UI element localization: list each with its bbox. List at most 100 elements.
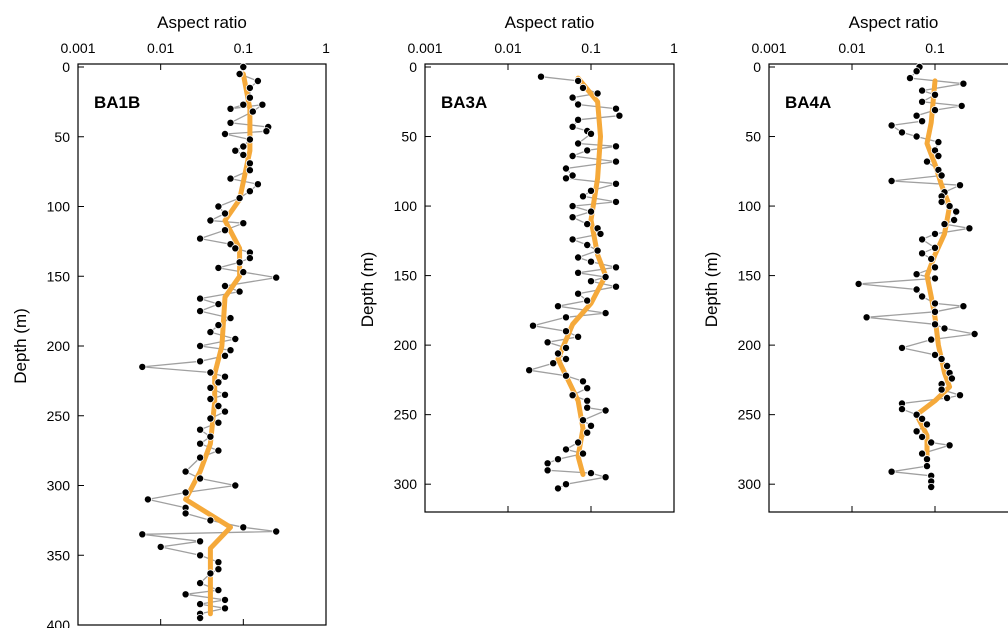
data-point xyxy=(235,194,244,203)
y-tick-label: 50 xyxy=(401,129,417,145)
data-point xyxy=(220,226,229,235)
data-point xyxy=(245,93,254,102)
data-point xyxy=(537,72,546,81)
data-point xyxy=(138,362,147,371)
measured-connector-line xyxy=(142,66,277,618)
data-point xyxy=(927,335,936,344)
panel-label: BA1B xyxy=(94,93,140,112)
x-tick-label: 0.1 xyxy=(581,40,601,56)
data-point xyxy=(912,285,921,294)
data-point xyxy=(568,151,577,160)
data-point xyxy=(235,287,244,296)
data-point xyxy=(612,104,621,113)
data-point xyxy=(612,157,621,166)
panel-ba3a: 0.001 0.01 0.1 1 0 50 100 150 200 250 300 Aspect ra… xyxy=(358,13,678,513)
data-point xyxy=(918,249,927,258)
data-point xyxy=(214,586,223,595)
y-tick-label: 100 xyxy=(738,198,762,214)
data-point xyxy=(562,313,571,322)
data-point xyxy=(574,438,583,447)
data-point xyxy=(912,132,921,141)
data-point xyxy=(574,76,583,85)
plot-frame xyxy=(424,63,675,513)
data-point xyxy=(220,407,229,416)
data-point xyxy=(214,446,223,455)
data-point xyxy=(245,159,254,168)
data-point xyxy=(226,314,235,323)
data-point xyxy=(196,307,205,316)
plot-area xyxy=(854,63,979,491)
data-point xyxy=(931,350,940,359)
data-point xyxy=(937,197,946,206)
data-point xyxy=(947,374,956,383)
data-point xyxy=(231,244,240,253)
x-axis-title: Aspect ratio xyxy=(505,13,595,32)
data-point xyxy=(579,192,588,201)
data-point xyxy=(579,416,588,425)
data-point xyxy=(931,90,940,99)
data-point xyxy=(931,320,940,329)
data-point xyxy=(970,329,979,338)
data-point xyxy=(574,332,583,341)
data-point xyxy=(596,229,605,238)
y-tick-label: 150 xyxy=(394,268,418,284)
data-point xyxy=(245,83,254,92)
data-point xyxy=(601,406,610,415)
data-point xyxy=(554,349,563,358)
data-point xyxy=(945,441,954,450)
smoothed-trend-line xyxy=(183,71,253,617)
panel-ba1b: 0.001 0.01 0.1 1 0 50 100 150 200 250 300 350 400 Asp… xyxy=(11,13,330,628)
data-point xyxy=(226,174,235,183)
data-point xyxy=(918,117,927,126)
data-point xyxy=(568,202,577,211)
data-point xyxy=(562,371,571,380)
data-point xyxy=(943,393,952,402)
data-point xyxy=(239,268,248,277)
data-point xyxy=(583,396,592,405)
data-point xyxy=(927,438,936,447)
data-point xyxy=(220,281,229,290)
data-point xyxy=(262,127,271,136)
data-point xyxy=(854,279,863,288)
x-axis-title: Aspect ratio xyxy=(849,13,939,32)
data-point xyxy=(272,527,281,536)
data-point xyxy=(181,467,190,476)
data-point xyxy=(934,151,943,160)
data-point xyxy=(587,186,596,195)
y-tick-label: 0 xyxy=(409,59,417,75)
data-point xyxy=(220,390,229,399)
data-point xyxy=(206,216,215,225)
data-point xyxy=(231,146,240,155)
data-point xyxy=(945,202,954,211)
data-point xyxy=(220,595,229,604)
x-tick-label: 1 xyxy=(670,40,678,56)
data-point xyxy=(959,302,968,311)
y-tick-label: 0 xyxy=(62,59,70,75)
data-point xyxy=(887,176,896,185)
x-axis-title: Aspect ratio xyxy=(157,13,247,32)
data-point xyxy=(562,327,571,336)
data-point xyxy=(568,171,577,180)
data-point xyxy=(568,93,577,102)
data-point xyxy=(931,263,940,272)
data-point xyxy=(601,309,610,318)
data-point xyxy=(952,207,961,216)
data-point xyxy=(529,321,538,330)
data-point xyxy=(258,100,267,109)
data-point xyxy=(937,385,946,394)
measured-connector-line xyxy=(529,76,621,489)
data-point xyxy=(918,97,927,106)
data-point xyxy=(918,432,927,441)
data-point xyxy=(239,142,248,151)
data-point xyxy=(931,299,940,308)
x-tick-label: 1 xyxy=(322,40,330,56)
data-point xyxy=(898,405,907,414)
data-point xyxy=(239,219,248,228)
data-point xyxy=(562,343,571,352)
data-point xyxy=(912,67,921,76)
data-point xyxy=(579,377,588,386)
data-point xyxy=(923,462,932,471)
data-point xyxy=(206,368,215,377)
data-point xyxy=(574,289,583,298)
